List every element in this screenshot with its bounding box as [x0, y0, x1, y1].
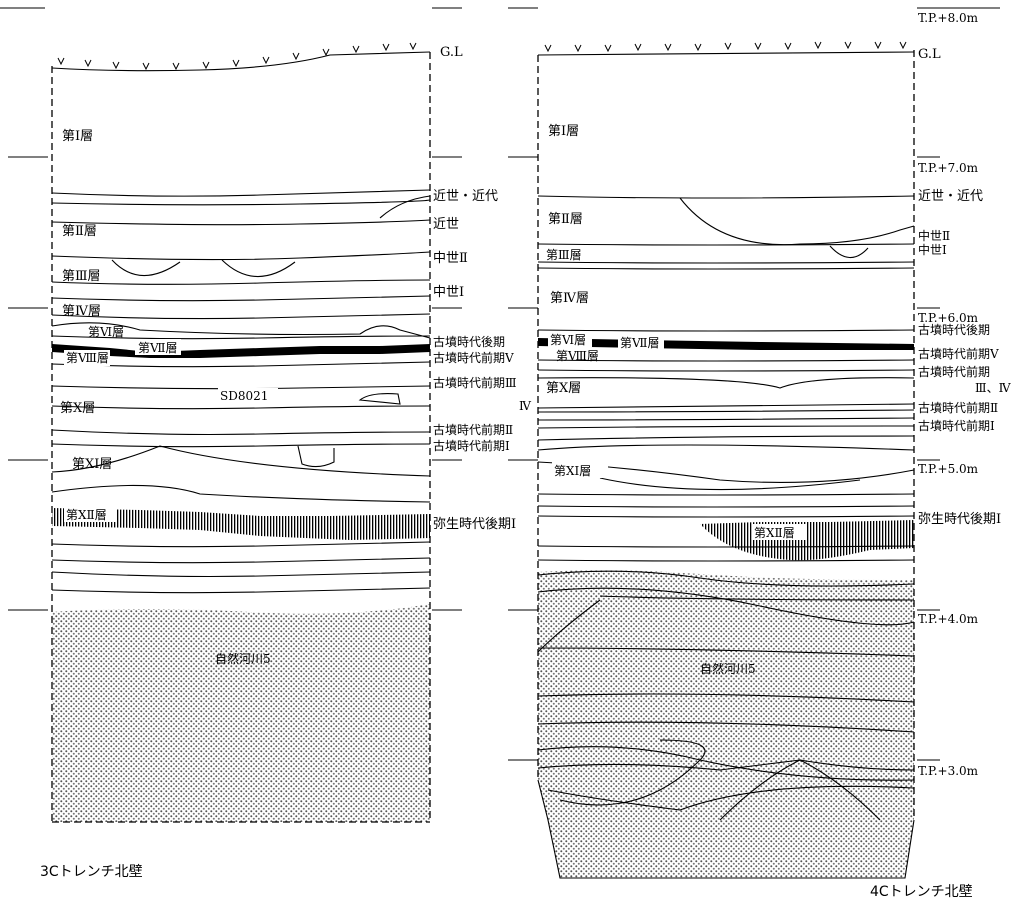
period-label-3c-7: 古墳時代前期Ⅲ	[433, 375, 517, 390]
layer-4-label-4c: 第Ⅳ層	[550, 291, 589, 306]
period-label-3c-10: 古墳時代前期Ⅰ	[433, 438, 510, 453]
feature-sd8021-label: SD8021	[220, 389, 268, 403]
period-label-4c-7: Ⅲ、Ⅳ	[975, 381, 1011, 395]
elevation-labels: T.P.+8.0m T.P.+7.0m T.P.+6.0m T.P.+5.0m …	[918, 11, 979, 778]
layer-3-label-4c: 第Ⅲ層	[546, 248, 582, 262]
ground-line-4c	[537, 51, 915, 56]
layer-1-label-3c: 第Ⅰ層	[62, 129, 93, 144]
period-label-4c-10: 弥生時代後期Ⅰ	[918, 511, 1001, 527]
layer-8-label-3c: 第Ⅷ層	[66, 351, 109, 365]
river-label-4c: 自然河川5	[700, 661, 756, 676]
gl-label-3c: G.L	[440, 45, 463, 60]
ground-ticks-4c	[544, 41, 907, 53]
period-label-4c-6: 古墳時代前期	[918, 364, 990, 379]
period-label-3c-8: Ⅳ	[519, 399, 532, 413]
striped-band-4c	[700, 520, 914, 561]
layer-10-label-4c: 第Ⅹ層	[546, 381, 581, 396]
elevation-4m-label: T.P.+4.0m	[918, 612, 979, 626]
layer-1-label-4c: 第Ⅰ層	[548, 124, 579, 139]
layer-3-label-3c: 第Ⅲ層	[62, 269, 101, 284]
ground-ticks-3c	[57, 42, 417, 71]
layer-11-label-3c: 第ⅩⅠ層	[72, 457, 112, 472]
layer-6-label-4c: 第Ⅵ層	[550, 333, 586, 347]
river-label-3c: 自然河川5	[215, 651, 271, 666]
layer-8-label-4c: 第Ⅷ層	[556, 349, 599, 363]
elevation-6m-label: T.P.+6.0m	[918, 311, 979, 325]
ground-line-3c	[51, 51, 431, 72]
layer-2-label-3c: 第Ⅱ層	[62, 224, 97, 239]
section-4c: G.L 第Ⅰ層 第Ⅱ層 第Ⅲ層 第Ⅳ層 第Ⅵ層 第Ⅶ層 第Ⅷ層 第Ⅹ層 第ⅩⅠ層…	[537, 41, 1011, 900]
layer-boundaries-3c	[51, 189, 431, 594]
elevation-7m-label: T.P.+7.0m	[918, 161, 979, 175]
period-label-3c-2: 近世	[433, 217, 459, 232]
caption-4c: 4Cトレンチ北壁	[870, 884, 973, 900]
period-label-3c-3: 中世Ⅱ	[433, 251, 468, 266]
layer-11-label-4c: 第ⅩⅠ層	[554, 464, 591, 478]
layer-2-label-4c: 第Ⅱ層	[548, 212, 583, 227]
period-label-3c-5: 古墳時代後期	[433, 334, 505, 349]
layer-6-label-3c: 第Ⅵ層	[88, 325, 124, 339]
layer-4-label-3c: 第Ⅳ層	[62, 304, 101, 319]
period-label-4c-9: 古墳時代前期Ⅰ	[918, 418, 995, 433]
elevation-ticks	[0, 7, 1000, 761]
elevation-5m-label: T.P.+5.0m	[918, 462, 979, 476]
period-label-3c-9: 古墳時代前期Ⅱ	[433, 422, 513, 437]
period-label-3c-6: 古墳時代前期Ⅴ	[433, 350, 514, 365]
period-label-4c-3: 中世Ⅰ	[918, 242, 947, 257]
caption-3c: 3Cトレンチ北壁	[40, 864, 143, 880]
section-3c: G.L 第Ⅰ層 第Ⅱ層 第Ⅲ層 第Ⅳ層 第Ⅵ層 第Ⅶ層 第Ⅷ層 第Ⅹ層 第ⅩⅠ層…	[40, 42, 532, 880]
river-fill-3c	[52, 604, 430, 822]
layer-10-label-3c: 第Ⅹ層	[60, 401, 95, 416]
period-label-3c-1: 近世・近代	[433, 189, 498, 204]
period-label-4c-2: 中世Ⅱ	[918, 228, 950, 243]
period-label-3c-11: 弥生時代後期Ⅰ	[433, 516, 516, 532]
elevation-3m-label: T.P.+3.0m	[918, 764, 979, 778]
period-label-4c-4: 古墳時代後期	[918, 322, 990, 337]
layer-12-label-3c: 第ⅩⅡ層	[66, 508, 107, 522]
period-label-4c-8: 古墳時代前期Ⅱ	[918, 400, 998, 415]
river-fill-4c	[538, 570, 914, 878]
period-label-3c-4: 中世Ⅰ	[433, 285, 464, 300]
period-label-4c-1: 近世・近代	[918, 189, 983, 204]
layer-7-label-3c: 第Ⅶ層	[138, 341, 178, 355]
period-label-4c-5: 古墳時代前期Ⅴ	[918, 346, 999, 361]
layer-12-label-4c: 第ⅩⅡ層	[754, 526, 795, 540]
layer-boundaries-4c	[537, 195, 915, 879]
striped-band-3c	[52, 508, 430, 540]
gl-label-4c: G.L	[918, 47, 941, 62]
elevation-8m-label: T.P.+8.0m	[918, 11, 979, 25]
layer-7-label-4c: 第Ⅶ層	[620, 336, 660, 350]
